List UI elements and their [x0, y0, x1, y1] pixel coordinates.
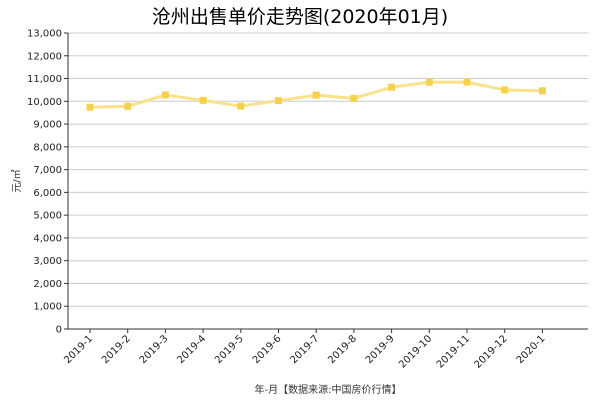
data-point — [350, 94, 358, 102]
x-tick-label: 2019-9 — [364, 333, 397, 366]
y-tick-label: 13,000 — [27, 29, 62, 40]
data-point — [388, 83, 396, 91]
y-tick-label: 12,000 — [27, 51, 62, 62]
data-point — [161, 91, 169, 99]
chart-title: 沧州出售单价走势图(2020年01月) — [151, 6, 449, 28]
x-tick-label: 2019-1 — [62, 333, 95, 366]
x-tick-label: 2019-10 — [397, 333, 434, 370]
y-tick-label: 9,000 — [33, 120, 62, 131]
y-tick-label: 6,000 — [33, 188, 62, 199]
data-point — [86, 103, 94, 111]
data-point — [425, 78, 433, 86]
x-tick-labels: 2019-1 2019-2 2019-3 2019-4 2019-5 2019-6 2019… — [62, 329, 548, 371]
x-tick-label: 2019-5 — [213, 333, 246, 366]
x-tick-label: 2019-7 — [288, 333, 321, 366]
x-tick-label: 2019-6 — [251, 333, 284, 366]
x-tick-label: 2019-4 — [175, 333, 208, 366]
y-tick-label: 1,000 — [33, 302, 62, 313]
data-point — [275, 97, 282, 105]
data-point — [463, 78, 471, 86]
y-tick-label: 10,000 — [27, 97, 62, 108]
y-tick-label: 2,000 — [33, 279, 62, 290]
data-point — [538, 87, 546, 95]
y-tick-label: 0 — [56, 325, 62, 336]
data-point — [124, 102, 132, 110]
y-tick-label: 5,000 — [33, 211, 62, 222]
x-tick-label: 2019-3 — [138, 333, 171, 366]
x-axis-label: 年-月【数据来源:中国房价行情】 — [255, 383, 402, 396]
data-point — [312, 91, 320, 99]
y-tick-label: 8,000 — [33, 142, 62, 153]
x-tick-label: 2019-12 — [472, 333, 509, 370]
series-layer — [86, 78, 546, 111]
y-tick-labels: 0 1,000 2,000 3,000 4,000 5,000 6,000 7,000 8,00… — [27, 29, 68, 336]
x-tick-label: 2019-2 — [100, 333, 133, 366]
axes — [67, 33, 588, 330]
y-axis-label: 元/㎡ — [11, 169, 23, 192]
x-tick-label: 2019-8 — [326, 333, 359, 366]
x-tick-label: 2019-11 — [435, 333, 472, 370]
y-tick-label: 4,000 — [33, 233, 62, 244]
data-point — [199, 96, 207, 104]
data-point — [237, 102, 245, 110]
y-tick-label: 3,000 — [33, 256, 62, 267]
x-tick-label: 2020-1 — [515, 333, 548, 366]
y-tick-label: 7,000 — [33, 165, 62, 176]
data-point — [501, 86, 509, 94]
y-tick-label: 11,000 — [27, 74, 62, 85]
grid-lines — [68, 32, 588, 307]
